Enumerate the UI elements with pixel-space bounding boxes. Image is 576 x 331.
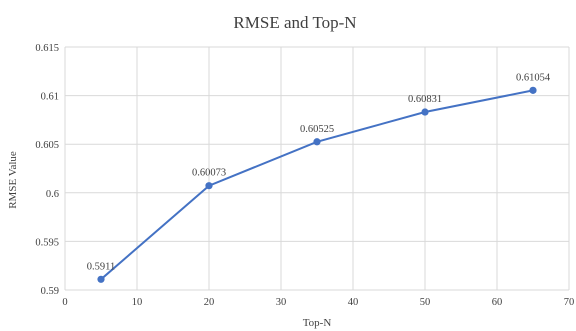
y-axis-title: RMSE Value: [7, 151, 19, 209]
data-label: 0.60525: [300, 124, 334, 135]
y-tick-label: 0.59: [41, 286, 59, 297]
x-axis-ticks: 0 10 20 30 40 50 60 70: [62, 297, 574, 308]
data-point: [421, 108, 429, 116]
grid-lines: [64, 46, 570, 291]
data-point: [97, 275, 105, 283]
series-layer: [97, 86, 537, 283]
data-label: 0.60073: [192, 168, 226, 179]
x-tick-label: 40: [348, 297, 359, 308]
data-labels: 0.5911 0.60073 0.60525 0.60831 0.61054: [87, 72, 551, 272]
y-tick-label: 0.595: [35, 237, 59, 248]
x-axis-title: Top-N: [303, 317, 332, 329]
series-line: [100, 89, 534, 281]
x-tick-label: 60: [492, 297, 503, 308]
x-tick-label: 70: [564, 297, 575, 308]
y-tick-label: 0.615: [35, 43, 59, 54]
y-tick-label: 0.6: [46, 189, 59, 200]
data-label: 0.61054: [516, 72, 551, 83]
x-tick-label: 20: [204, 297, 215, 308]
y-axis-ticks: 0.59 0.595 0.6 0.605 0.61 0.615: [35, 43, 59, 297]
x-tick-label: 30: [276, 297, 287, 308]
data-label: 0.5911: [87, 261, 116, 272]
chart-title: RMSE and Top-N: [233, 13, 356, 32]
data-point: [529, 86, 537, 94]
x-tick-label: 10: [132, 297, 143, 308]
data-point: [205, 182, 213, 190]
x-tick-label: 50: [420, 297, 431, 308]
y-tick-label: 0.605: [35, 140, 59, 151]
data-label: 0.60831: [408, 94, 442, 105]
data-point: [313, 138, 321, 146]
x-tick-label: 0: [62, 297, 67, 308]
y-tick-label: 0.61: [41, 92, 59, 103]
